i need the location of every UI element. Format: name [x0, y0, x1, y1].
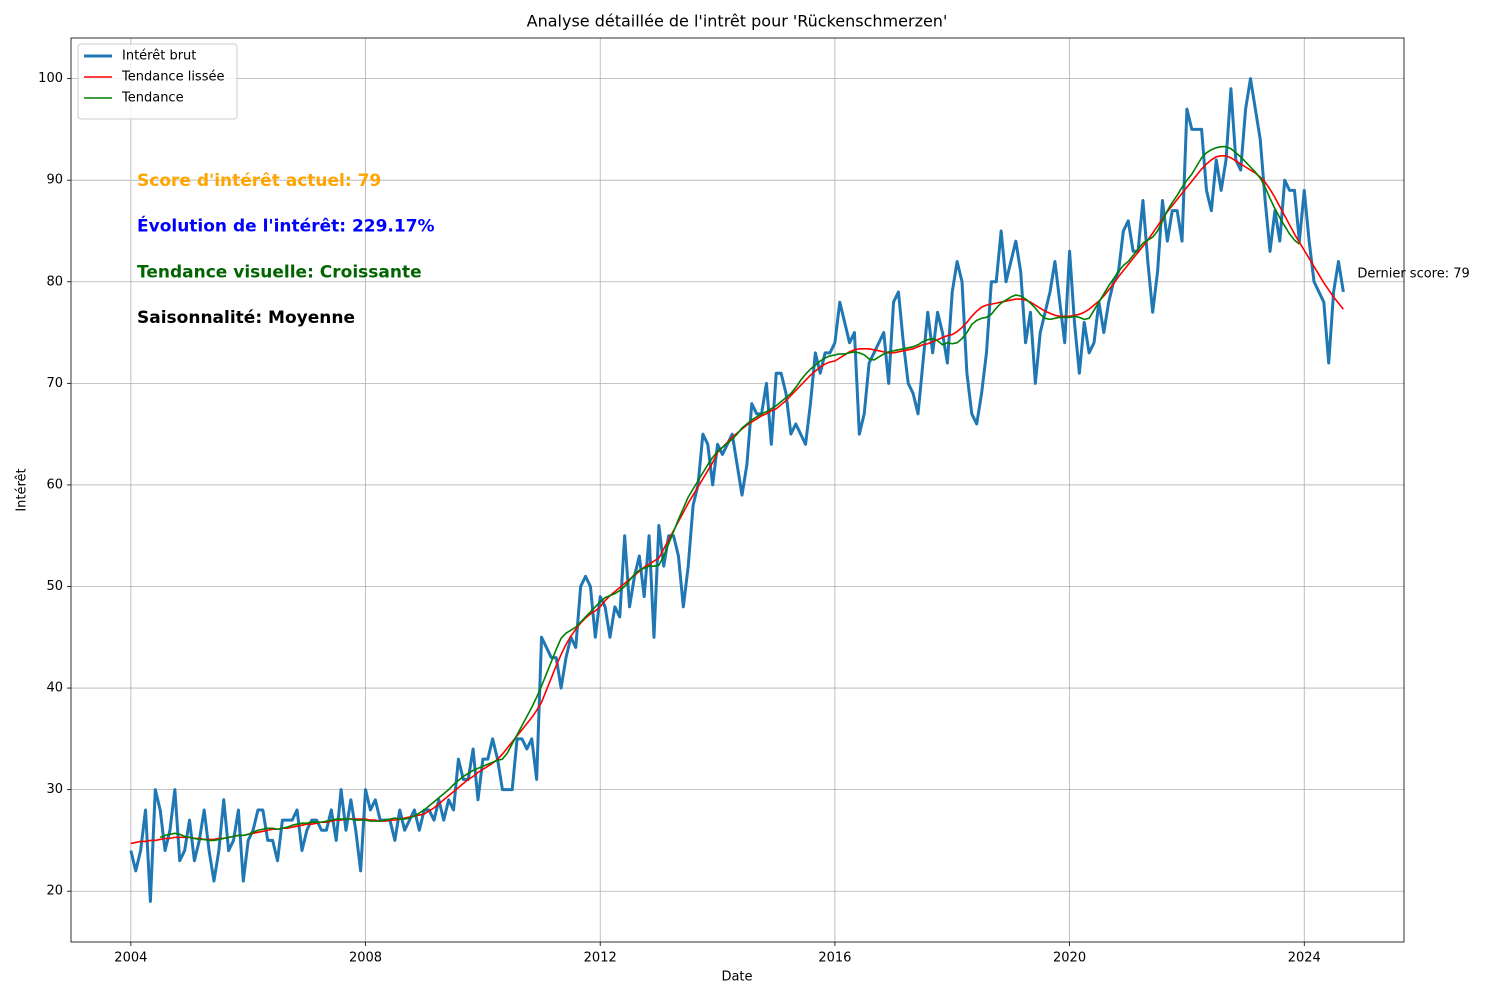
annotation: Tendance visuelle: Croissante	[137, 262, 422, 282]
plot-frame	[70, 37, 1405, 943]
last-score-label: Dernier score: 79	[1357, 266, 1469, 281]
legend-label: Intérêt brut	[122, 49, 196, 64]
x-tick-label: 2016	[818, 951, 851, 966]
annotation: Score d'intérêt actuel: 79	[137, 171, 381, 191]
x-tick-label: 2020	[1053, 951, 1086, 966]
legend-box	[77, 43, 238, 120]
y-axis-label: Intérêt	[15, 468, 30, 511]
y-tick-label: 30	[46, 782, 63, 797]
annotation: Évolution de l'intérêt: 229.17%	[137, 215, 435, 237]
chart-title: Analyse détaillée de l'intrêt pour 'Rück…	[527, 12, 948, 31]
y-tick-label: 80	[46, 274, 63, 289]
x-tick-label: 2008	[349, 951, 382, 966]
y-tick-label: 70	[46, 376, 63, 391]
legend-label: Tendance	[121, 91, 184, 106]
y-tick-label: 20	[46, 884, 63, 899]
y-tick-label: 60	[46, 477, 63, 492]
y-tick-label: 40	[46, 681, 63, 696]
x-tick-label: 2024	[1288, 951, 1321, 966]
x-tick-label: 2004	[114, 951, 147, 966]
y-tick-label: 50	[46, 579, 63, 594]
y-tick-label: 100	[38, 71, 63, 86]
annotation: Saisonnalité: Moyenne	[137, 308, 355, 328]
series-line	[159, 145, 1300, 842]
x-axis-label: Date	[721, 970, 752, 985]
legend-label: Tendance lissée	[121, 70, 224, 85]
y-tick-label: 90	[46, 173, 63, 188]
x-tick-label: 2012	[584, 951, 617, 966]
